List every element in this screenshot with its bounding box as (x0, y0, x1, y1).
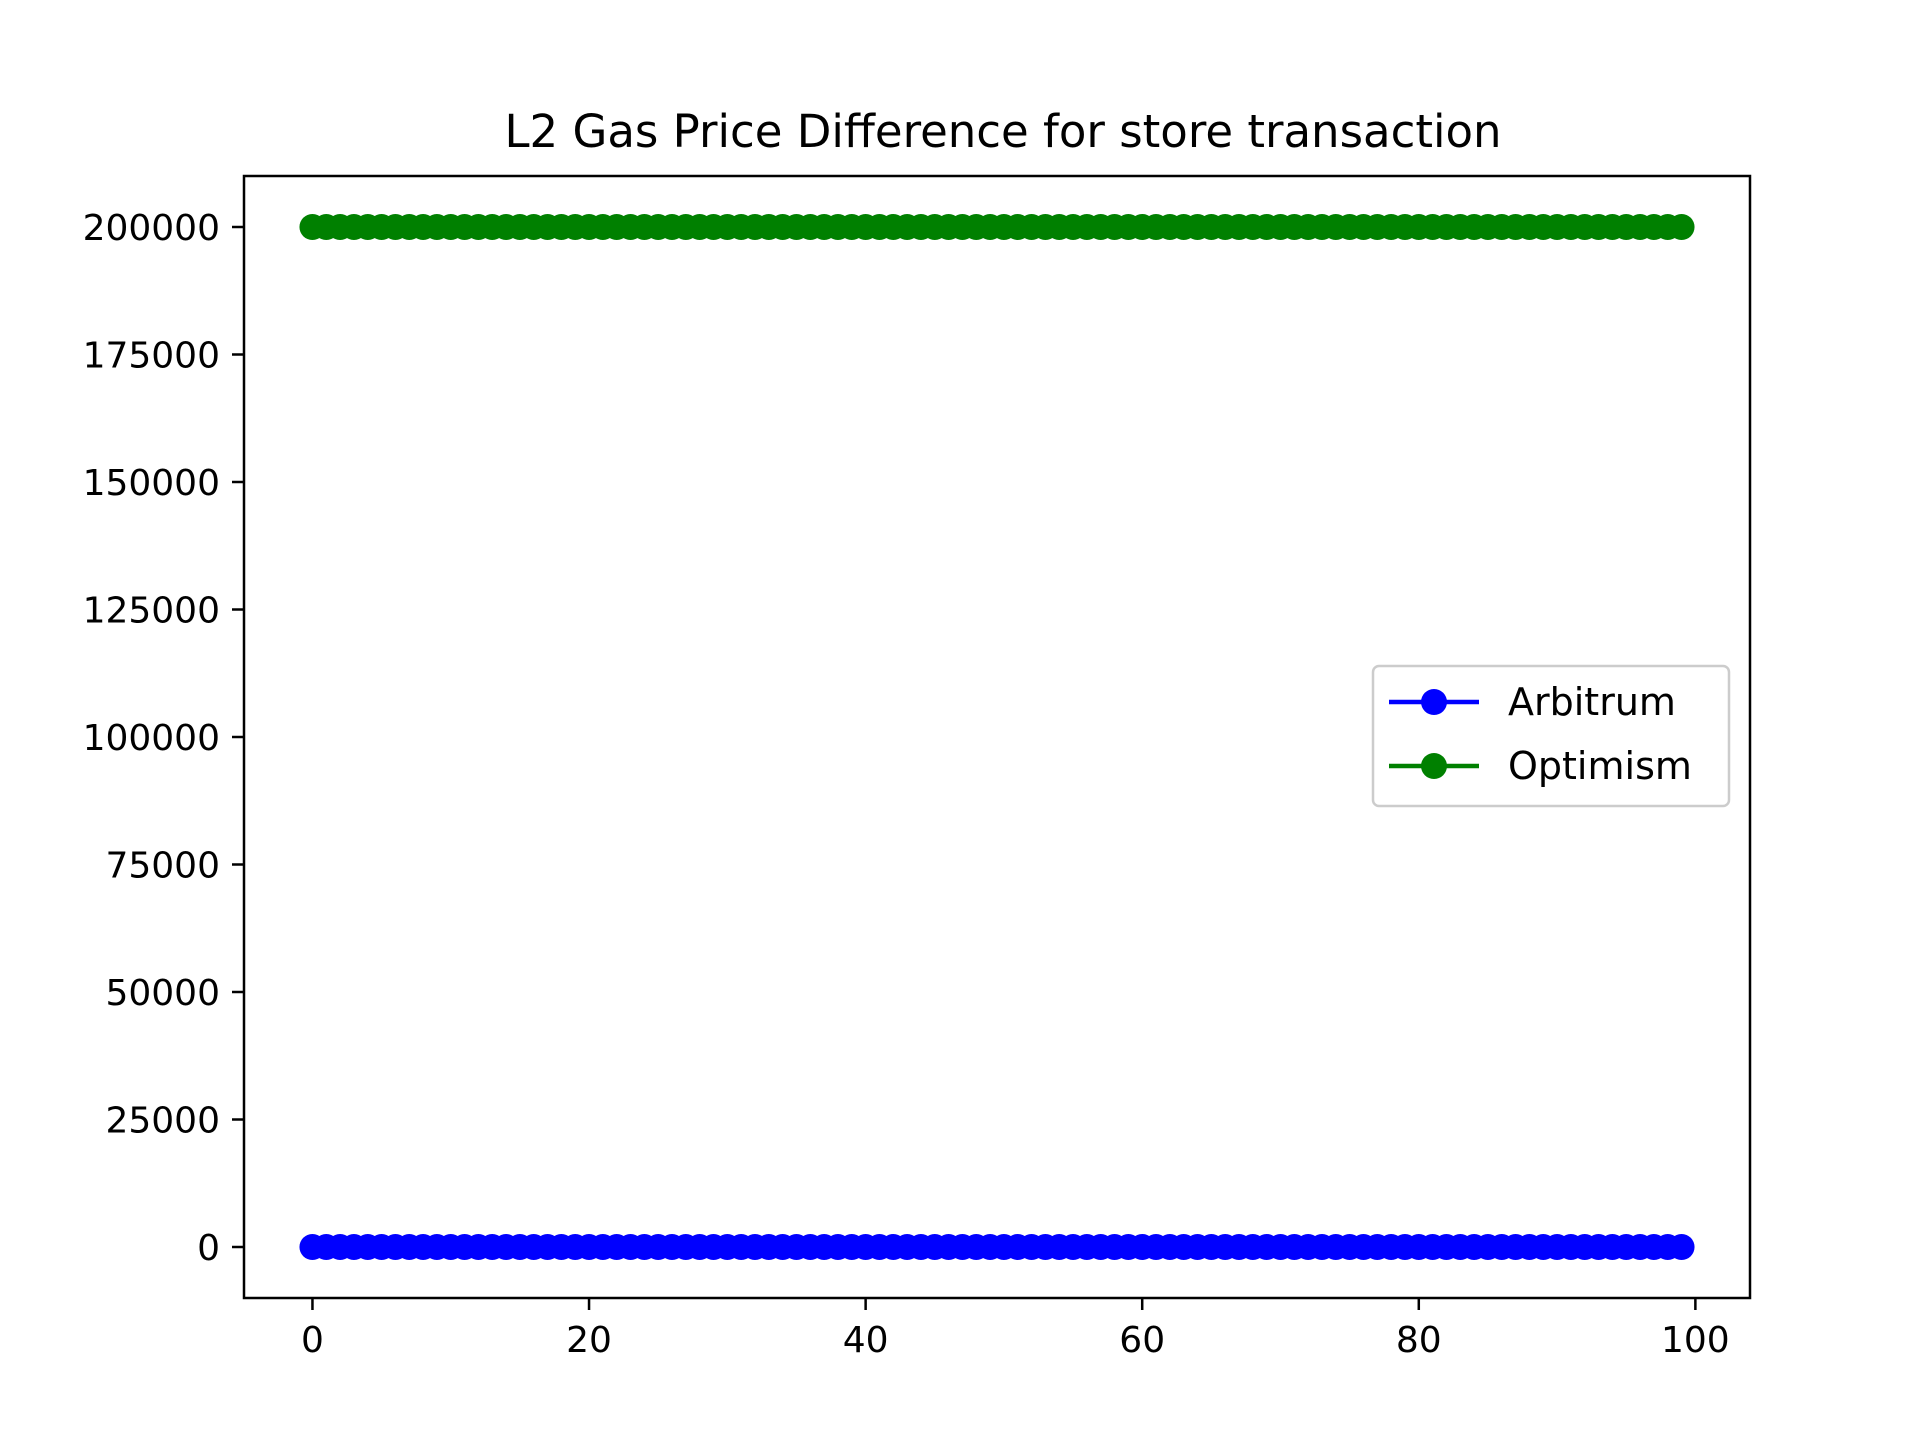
series-arbitrum (299, 1234, 1695, 1260)
x-tick-label: 20 (566, 1320, 612, 1361)
y-axis: 0 25000 50000 75000 100000 125000 150000 175000… (83, 208, 244, 1269)
y-tick-label: 175000 (83, 336, 220, 377)
legend-item-optimism: Optimism (1389, 744, 1692, 788)
y-tick-label: 150000 (83, 463, 220, 504)
chart-title: L2 Gas Price Difference for store transa… (504, 105, 1501, 158)
x-tick-label: 80 (1396, 1320, 1442, 1361)
legend: Arbitrum Optimism (1371, 664, 1731, 808)
series-layer (299, 214, 1695, 1260)
y-tick-label: 50000 (105, 973, 220, 1014)
legend-label: Arbitrum (1508, 680, 1676, 724)
series-optimism (299, 214, 1695, 240)
legend-marker (1421, 753, 1447, 779)
x-tick-label: 0 (301, 1320, 324, 1361)
y-tick-label: 200000 (83, 208, 220, 249)
y-tick-label: 100000 (83, 718, 220, 759)
legend-entries: Arbitrum Optimism (1389, 680, 1692, 788)
data-point (1668, 1234, 1695, 1260)
legend-item-arbitrum: Arbitrum (1389, 680, 1676, 724)
x-axis: 0 20 40 60 80 100 (301, 1298, 1730, 1361)
legend-label: Optimism (1508, 744, 1692, 788)
y-tick-label: 75000 (105, 846, 220, 887)
data-point (1668, 214, 1695, 240)
legend-marker (1421, 689, 1447, 715)
x-tick-label: 100 (1661, 1320, 1730, 1361)
x-tick-label: 40 (843, 1320, 889, 1361)
y-tick-label: 125000 (83, 591, 220, 632)
y-tick-label: 25000 (105, 1101, 220, 1142)
x-tick-label: 60 (1119, 1320, 1165, 1361)
y-tick-label: 0 (197, 1228, 220, 1269)
